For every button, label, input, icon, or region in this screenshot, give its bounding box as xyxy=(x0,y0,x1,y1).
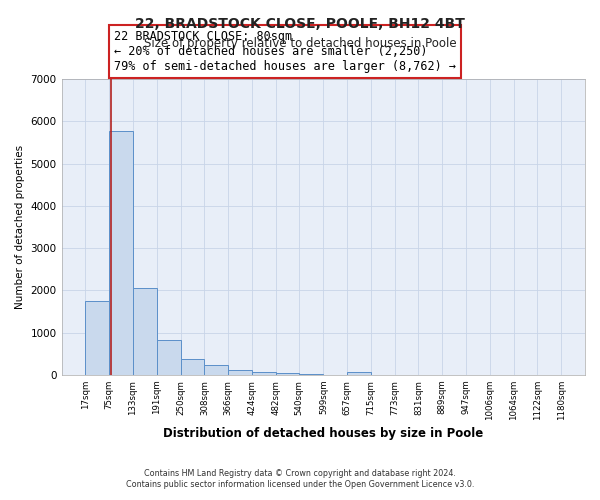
Bar xyxy=(133,288,157,375)
Bar xyxy=(252,372,275,375)
Bar xyxy=(275,373,299,375)
Bar xyxy=(181,359,205,375)
X-axis label: Distribution of detached houses by size in Poole: Distribution of detached houses by size … xyxy=(163,427,484,440)
Text: Size of property relative to detached houses in Poole: Size of property relative to detached ho… xyxy=(143,38,457,51)
Bar xyxy=(85,301,109,375)
Text: 22 BRADSTOCK CLOSE: 80sqm
← 20% of detached houses are smaller (2,250)
79% of se: 22 BRADSTOCK CLOSE: 80sqm ← 20% of detac… xyxy=(114,30,456,73)
Bar xyxy=(109,130,133,375)
Bar xyxy=(299,374,323,375)
Text: Contains HM Land Registry data © Crown copyright and database right 2024.: Contains HM Land Registry data © Crown c… xyxy=(144,468,456,477)
Text: 22, BRADSTOCK CLOSE, POOLE, BH12 4BT: 22, BRADSTOCK CLOSE, POOLE, BH12 4BT xyxy=(135,18,465,32)
Text: Contains public sector information licensed under the Open Government Licence v3: Contains public sector information licen… xyxy=(126,480,474,489)
Bar xyxy=(205,366,228,375)
Bar xyxy=(347,372,371,375)
Bar xyxy=(228,370,252,375)
Y-axis label: Number of detached properties: Number of detached properties xyxy=(15,145,25,309)
Bar xyxy=(157,340,181,375)
